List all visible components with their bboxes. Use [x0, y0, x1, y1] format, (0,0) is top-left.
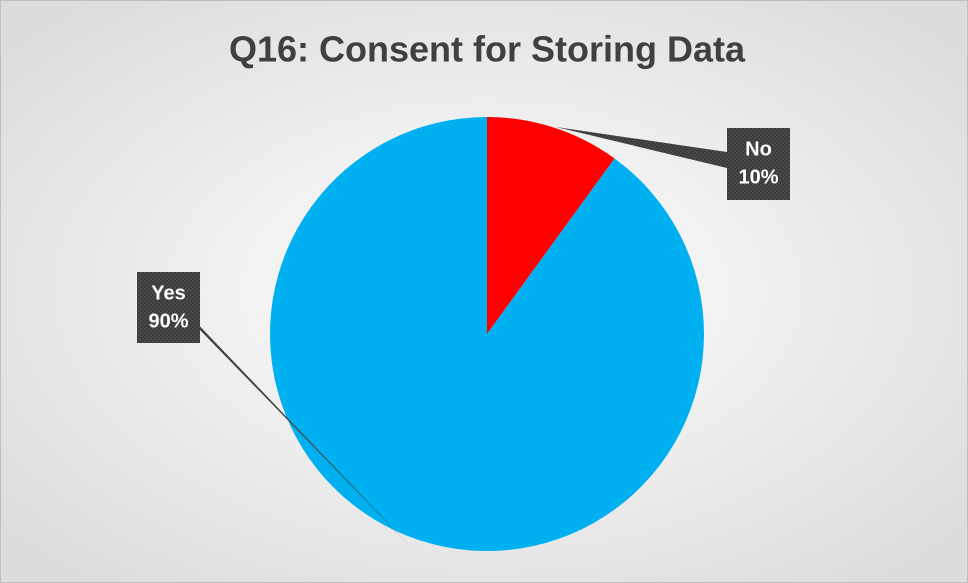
leader-line — [556, 127, 727, 168]
data-label-value: 90% — [148, 310, 188, 332]
data-label-category: No — [745, 138, 772, 160]
data-label-category: Yes — [151, 282, 185, 304]
leader-line — [192, 318, 410, 546]
pie-slice — [487, 117, 615, 334]
pie-slice — [269, 117, 704, 551]
chart-title: Q16: Consent for Storing Data — [229, 29, 746, 70]
data-label-value: 10% — [738, 166, 778, 188]
data-label-box — [137, 272, 200, 343]
data-label-box — [727, 128, 790, 200]
